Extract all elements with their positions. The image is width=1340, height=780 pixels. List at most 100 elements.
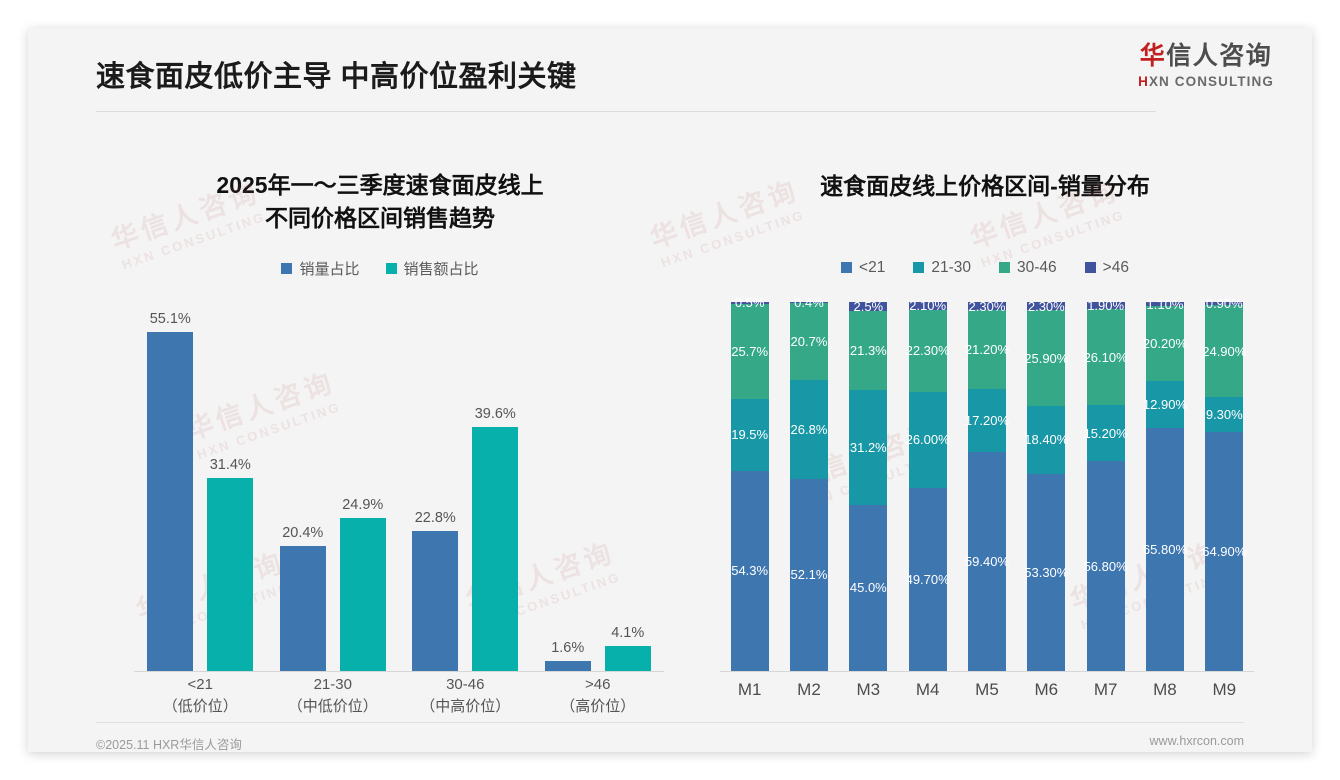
stacked-bar-segment[interactable]: 26.00% bbox=[906, 391, 950, 488]
stacked-bar-segment[interactable]: 0.90% bbox=[1205, 296, 1244, 311]
stacked-bar-column[interactable]: 2.30% 21.20% 17.20% 59.40% bbox=[957, 299, 1016, 672]
stacked-bar-segment[interactable]: 22.30% bbox=[906, 309, 950, 392]
stacked-bar-column[interactable]: 2.5% 21.3% 31.2% 45.0% bbox=[839, 299, 898, 671]
stacked-bar[interactable]: 1.10% 20.20% 12.90% 65.80% bbox=[1142, 297, 1187, 671]
bar-rect[interactable] bbox=[207, 478, 254, 671]
stacked-bar[interactable]: 2.10% 22.30% 26.00% 49.70% bbox=[906, 298, 950, 671]
segment-value-label: 19.5% bbox=[731, 427, 769, 443]
stacked-bar-segment[interactable]: 18.40% bbox=[1024, 406, 1068, 474]
right-chart-legend-item[interactable]: 21-30 bbox=[913, 259, 971, 277]
bar-rect[interactable] bbox=[544, 661, 591, 671]
x-axis-tick-label: M2 bbox=[797, 680, 821, 699]
stacked-bar-segment[interactable]: 0.4% bbox=[789, 295, 828, 310]
stacked-bar-segment[interactable]: 26.10% bbox=[1083, 309, 1128, 406]
segment-value-label: 54.3% bbox=[731, 563, 769, 579]
stacked-bar-segment[interactable]: 26.8% bbox=[789, 379, 828, 479]
stacked-bar-segment[interactable]: 25.7% bbox=[730, 303, 769, 399]
bar-column[interactable]: 39.6% bbox=[472, 302, 519, 671]
stacked-bar-segment[interactable]: 56.80% bbox=[1083, 461, 1128, 671]
stacked-bar-column[interactable]: 0.4% 20.7% 26.8% 52.1% bbox=[779, 295, 838, 671]
bar-column[interactable]: 4.1% bbox=[604, 302, 651, 671]
bar-column[interactable]: 55.1% bbox=[147, 302, 194, 671]
stacked-bar[interactable]: 0.4% 20.7% 26.8% 52.1% bbox=[789, 295, 828, 671]
stacked-bar-segment[interactable]: 15.20% bbox=[1084, 405, 1128, 462]
bar-value-label: 1.6% bbox=[551, 640, 585, 656]
bar-column[interactable]: 1.6% bbox=[544, 302, 591, 671]
x-tick-subtitle: （中低价位） bbox=[287, 697, 378, 715]
stacked-bar-segment[interactable]: 49.70% bbox=[906, 487, 950, 671]
segment-value-label: 21.20% bbox=[964, 342, 1010, 358]
bar-rect[interactable] bbox=[604, 646, 651, 671]
bar-rect[interactable] bbox=[147, 332, 194, 671]
x-axis-tick-label: M7 bbox=[1093, 680, 1118, 699]
legend-label: >46 bbox=[1102, 258, 1129, 276]
right-chart-title: 速食面皮线上价格区间-销量分布 bbox=[820, 173, 1150, 199]
stacked-bar-segment[interactable]: 1.90% bbox=[1086, 298, 1125, 313]
stacked-bar-segment[interactable]: 0.5% bbox=[730, 295, 769, 310]
segment-value-label: 56.80% bbox=[1083, 558, 1128, 574]
stacked-bar-segment[interactable]: 24.90% bbox=[1202, 305, 1246, 398]
stacked-bar-segment[interactable]: 59.40% bbox=[965, 452, 1009, 672]
stacked-bar[interactable]: 0.5% 25.7% 19.5% 54.3% bbox=[730, 295, 769, 671]
stacked-bar[interactable]: 0.90% 24.90% 9.30% 64.90% bbox=[1202, 296, 1246, 671]
right-chart-legend-item[interactable]: >46 bbox=[1084, 258, 1129, 277]
stacked-bar-column[interactable]: 2.10% 22.30% 26.00% 49.70% bbox=[898, 298, 957, 671]
bar-column[interactable]: 31.4% bbox=[207, 302, 254, 671]
stacked-bar-segment[interactable]: 21.20% bbox=[964, 310, 1010, 389]
x-tick-subtitle: （低价位） bbox=[162, 697, 238, 715]
right-chart-x-axis-line bbox=[720, 671, 1254, 672]
bar-column[interactable]: 22.8% bbox=[412, 302, 459, 671]
stacked-bar-segment[interactable]: 64.90% bbox=[1202, 431, 1246, 671]
stacked-bar-column[interactable]: 1.90% 26.10% 15.20% 56.80% bbox=[1076, 298, 1135, 671]
stacked-bar-column[interactable]: 1.10% 20.20% 12.90% 65.80% bbox=[1135, 297, 1194, 671]
stacked-bar-column[interactable]: 0.90% 24.90% 9.30% 64.90% bbox=[1195, 296, 1254, 671]
stacked-bar-segment[interactable]: 31.2% bbox=[849, 389, 888, 505]
stacked-bar-segment[interactable]: 45.0% bbox=[849, 504, 888, 671]
left-chart-legend: 销量占比 销售额占比 bbox=[76, 258, 684, 279]
segment-value-label: 25.90% bbox=[1024, 350, 1069, 366]
slide-header: 速食面皮低价主导 中高价位盈利关键 华信人咨询 HXN CONSULTING bbox=[28, 28, 1312, 118]
stacked-bar-segment[interactable]: 25.90% bbox=[1024, 310, 1069, 407]
stacked-bar-segment[interactable]: 12.90% bbox=[1143, 380, 1187, 429]
bar-column[interactable]: 20.4% bbox=[279, 302, 326, 671]
right-chart-legend-item[interactable]: <21 bbox=[841, 259, 885, 277]
x-axis-tick-label: M4 bbox=[915, 680, 940, 699]
stacked-bar-segment[interactable]: 52.1% bbox=[789, 478, 828, 671]
stacked-bar-segment[interactable]: 20.7% bbox=[789, 303, 828, 380]
stacked-bar[interactable]: 1.90% 26.10% 15.20% 56.80% bbox=[1083, 298, 1128, 671]
stacked-bar-segment[interactable]: 21.3% bbox=[849, 311, 888, 390]
stacked-bar-segment[interactable]: 54.3% bbox=[730, 470, 769, 671]
bar-column[interactable]: 24.9% bbox=[339, 302, 386, 671]
bar-rect[interactable] bbox=[279, 546, 326, 671]
left-chart-x-axis-labels: <21 （低价位） 21-30 （中低价位） 30-46 （中高价位） >46 （高价位） bbox=[134, 674, 664, 718]
stacked-bar[interactable]: 2.30% 21.20% 17.20% 59.40% bbox=[964, 299, 1010, 672]
stacked-bar-column[interactable]: 2.30% 25.90% 18.40% 53.30% bbox=[1017, 299, 1076, 671]
bar-rect[interactable] bbox=[472, 427, 519, 671]
stacked-bar-segment[interactable]: 2.5% bbox=[849, 299, 888, 314]
stacked-bar[interactable]: 2.30% 25.90% 18.40% 53.30% bbox=[1024, 299, 1069, 671]
stacked-bar-segment[interactable]: 65.80% bbox=[1143, 428, 1187, 671]
bar-group: 1.6% 4.1% bbox=[532, 302, 665, 671]
stacked-bar-segment[interactable]: 2.30% bbox=[1027, 299, 1066, 314]
bar-rect[interactable] bbox=[412, 531, 459, 671]
logo-english-rest: XN CONSULTING bbox=[1148, 73, 1274, 89]
logo-english-text: HXN CONSULTING bbox=[1138, 74, 1274, 89]
segment-value-label: 20.20% bbox=[1142, 335, 1187, 351]
segment-value-label: 45.0% bbox=[849, 580, 887, 596]
stacked-bar-segment[interactable]: 20.20% bbox=[1142, 306, 1187, 381]
stacked-bar[interactable]: 2.5% 21.3% 31.2% 45.0% bbox=[849, 299, 888, 671]
stacked-bar-segment[interactable]: 2.30% bbox=[967, 299, 1006, 314]
stacked-bar-segment[interactable]: 2.10% bbox=[908, 298, 947, 313]
left-chart-legend-item[interactable]: 销量占比 bbox=[281, 258, 360, 279]
stacked-bar-segment[interactable]: 9.30% bbox=[1205, 397, 1244, 432]
stacked-bar-segment[interactable]: 17.20% bbox=[965, 388, 1009, 453]
segment-value-label: 26.10% bbox=[1083, 349, 1128, 365]
stacked-bar-segment[interactable]: 19.5% bbox=[730, 398, 769, 471]
stacked-bar-segment[interactable]: 1.10% bbox=[1145, 297, 1184, 312]
left-chart-legend-item[interactable]: 销售额占比 bbox=[385, 258, 479, 279]
right-chart-legend-item[interactable]: 30-46 bbox=[999, 259, 1057, 277]
bar-rect[interactable] bbox=[339, 518, 386, 671]
stacked-bar-column[interactable]: 0.5% 25.7% 19.5% 54.3% bbox=[720, 295, 779, 671]
stacked-bar-segment[interactable]: 53.30% bbox=[1024, 473, 1068, 671]
company-logo: 华信人咨询 HXN CONSULTING bbox=[1138, 42, 1274, 89]
